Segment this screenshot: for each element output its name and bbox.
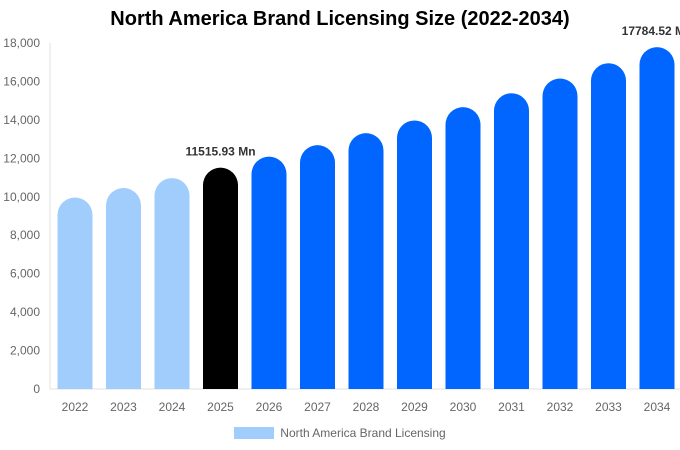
x-tick-label: 2026 — [256, 400, 283, 414]
x-tick-label: 2033 — [595, 400, 622, 414]
x-tick-label: 2024 — [159, 400, 186, 414]
y-tick-label: 10,000 — [3, 190, 40, 204]
legend[interactable]: North America Brand Licensing — [0, 426, 680, 440]
y-tick-label: 4,000 — [10, 305, 40, 319]
x-tick-label: 2027 — [304, 400, 331, 414]
bar-2031[interactable] — [494, 93, 529, 390]
bar-2023[interactable] — [106, 188, 141, 389]
x-tick-label: 2029 — [401, 400, 428, 414]
bar-2027[interactable] — [300, 145, 335, 389]
data-label: 17784.52 Mn — [622, 24, 680, 38]
chart-title: North America Brand Licensing Size (2022… — [110, 8, 570, 30]
y-tick-label: 8,000 — [10, 228, 40, 242]
y-tick-label: 0 — [33, 382, 40, 396]
legend-swatch — [234, 427, 275, 439]
x-tick-label: 2028 — [353, 400, 380, 414]
x-tick-label: 2030 — [450, 400, 477, 414]
x-tick-label: 2031 — [498, 400, 525, 414]
x-tick-label: 2022 — [62, 400, 89, 414]
bar-2033[interactable] — [591, 63, 626, 390]
bar-2032[interactable] — [542, 78, 578, 390]
y-tick-label: 6,000 — [10, 267, 40, 281]
x-tick-label: 2023 — [110, 400, 137, 414]
bar-2024[interactable] — [154, 178, 190, 389]
data-label: 11515.93 Mn — [185, 145, 255, 159]
y-tick-label: 18,000 — [3, 36, 40, 50]
bar-2028[interactable] — [348, 133, 384, 389]
y-tick-label: 16,000 — [3, 74, 40, 88]
bar-2029[interactable] — [397, 120, 432, 389]
y-tick-label: 2,000 — [10, 344, 40, 358]
y-tick-label: 12,000 — [3, 151, 40, 165]
bar-2034[interactable] — [639, 47, 675, 390]
bar-2025[interactable] — [203, 167, 238, 389]
x-tick-label: 2032 — [547, 400, 574, 414]
x-tick-label: 2034 — [644, 400, 671, 414]
x-tick-label: 2025 — [207, 400, 234, 414]
bar-2026[interactable] — [251, 156, 287, 389]
bar-2022[interactable] — [57, 197, 93, 389]
bar-2030[interactable] — [445, 107, 481, 389]
legend-label: North America Brand Licensing — [280, 426, 446, 440]
y-tick-label: 14,000 — [3, 113, 40, 127]
